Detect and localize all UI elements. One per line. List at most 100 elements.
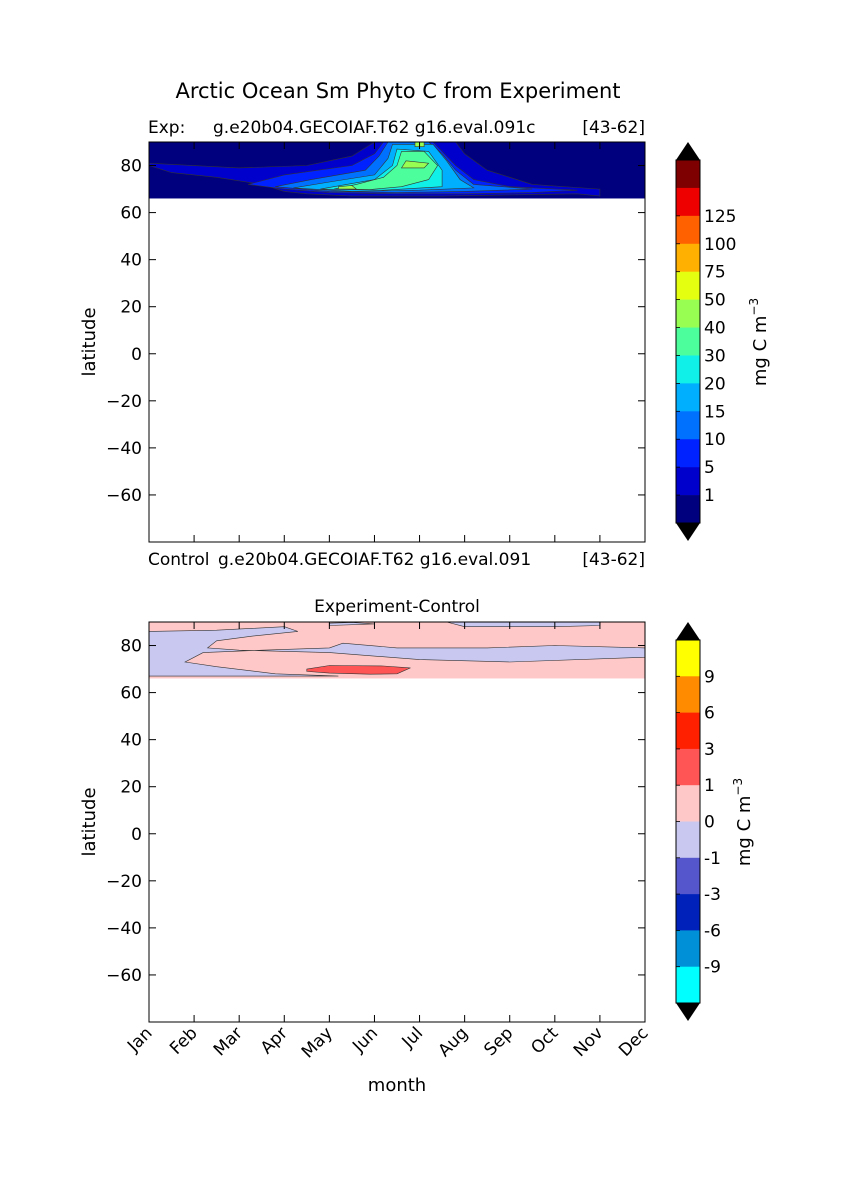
y-tick-label: 80 — [120, 637, 142, 657]
colorbar-tick-label: 0 — [704, 813, 715, 833]
colorbar-tick-label: 5 — [704, 458, 715, 478]
colorbar-tick-label: 1 — [704, 776, 715, 796]
colorbar-segment — [676, 215, 700, 245]
y-tick-label: −40 — [106, 919, 142, 939]
y-tick-label: 40 — [120, 251, 142, 271]
colorbar-tick-label: 75 — [704, 263, 726, 283]
colorbar-tick-label: -1 — [704, 849, 721, 869]
colorbar-segment — [676, 712, 700, 750]
y-tick-label: 60 — [120, 204, 142, 224]
colorbar-segment — [676, 467, 700, 496]
colorbar-segment — [676, 299, 700, 328]
colorbar-segment — [676, 857, 700, 895]
panel1-label-center: g.e20b04.GECOIAF.T62 g16.eval.091c — [213, 118, 535, 138]
colorbar-segment — [676, 894, 700, 931]
colorbar-tick-label: 50 — [704, 291, 726, 311]
colorbar-segment — [676, 411, 700, 440]
y-tick-label: 80 — [120, 157, 142, 177]
plot-frame — [148, 141, 646, 543]
figure-title: Arctic Ocean Sm Phyto C from Experiment — [175, 79, 620, 103]
contour-region — [306, 665, 411, 675]
colorbar-tick-label: 9 — [704, 667, 715, 687]
x-tick-label: Sep — [480, 1023, 517, 1060]
colorbar-segment — [676, 966, 700, 1004]
x-tick-label: Nov — [570, 1023, 608, 1061]
y-tick-label: 0 — [131, 825, 142, 845]
contour-region — [400, 160, 430, 169]
colorbar-tick-label: 15 — [704, 402, 726, 422]
colorbar-tick-label: 6 — [704, 704, 715, 724]
panel2-xlabel: month — [368, 1075, 426, 1096]
y-tick-label: −20 — [106, 872, 142, 892]
colorbar-frame — [675, 159, 701, 524]
panel1-label-right: [43-62] — [582, 118, 645, 138]
x-tick-label: Mar — [210, 1023, 247, 1060]
colorbar-segment — [676, 383, 700, 412]
x-tick-label: Aug — [435, 1023, 473, 1061]
colorbar-extend-max — [676, 142, 700, 160]
colorbar-extend-min — [676, 1003, 700, 1021]
plot-background — [149, 142, 645, 542]
colorbar-segment — [676, 821, 700, 859]
y-tick-label: 40 — [120, 731, 142, 751]
colorbar-tick-label: 20 — [704, 374, 726, 394]
y-tick-label: −60 — [106, 966, 142, 986]
y-tick-label: 20 — [120, 298, 142, 318]
x-tick-label: Jan — [123, 1023, 156, 1056]
x-tick-label: Jul — [398, 1023, 427, 1052]
x-tick-label: Dec — [615, 1023, 652, 1060]
x-tick-label: Jun — [348, 1023, 382, 1057]
panel2-ylabel: latitude — [79, 787, 100, 856]
panel2-label-left: Control — [148, 550, 209, 570]
colorbar-segment — [676, 243, 700, 272]
x-tick-label: May — [298, 1023, 337, 1062]
colorbar-segment — [676, 640, 700, 677]
contour-region — [148, 626, 646, 677]
panel2-colorbar: 9 6 3 1 0 -1 -3 -6 -9 — [675, 622, 721, 1021]
x-tick-label: Apr — [257, 1023, 292, 1058]
colorbar-segment — [676, 495, 700, 524]
colorbar-tick-label: 40 — [704, 319, 726, 339]
colorbar-tick-label: 100 — [704, 235, 736, 255]
colorbar-segment — [676, 327, 700, 356]
plot-frame — [148, 621, 646, 1023]
panel1-axes: 80 60 40 20 0 −20 −40 −60 — [106, 141, 646, 543]
panel1-cbar-label: mg C m−3 — [747, 298, 771, 386]
colorbar-tick-label: -3 — [704, 885, 721, 905]
colorbar-tick-label: 125 — [704, 207, 736, 227]
y-tick-label: 0 — [131, 345, 142, 365]
panel1-ylabel: latitude — [79, 307, 100, 376]
panel-difference: Control g.e20b04.GECOIAF.T62 g16.eval.09… — [79, 550, 755, 1096]
panel2-cbar-label: mg C m−3 — [731, 778, 755, 866]
colorbar-tick-label: 30 — [704, 346, 726, 366]
colorbar-tick-label: -6 — [704, 921, 721, 941]
colorbar-tick-label: -9 — [704, 958, 721, 978]
contour-region — [333, 151, 438, 190]
colorbar-extend-min — [676, 523, 700, 541]
y-tick-label: −40 — [106, 439, 142, 459]
colorbar-segment — [676, 355, 700, 384]
y-tick-label: 20 — [120, 778, 142, 798]
colorbar-segment — [676, 271, 700, 300]
colorbar-tick-label: 1 — [704, 486, 715, 506]
panel1-plot-area — [148, 141, 645, 542]
y-tick-label: 60 — [120, 684, 142, 704]
plot-background — [149, 622, 645, 1022]
y-tick-label: −20 — [106, 392, 142, 412]
colorbar-tick-label: 10 — [704, 430, 726, 450]
colorbar-segment — [676, 676, 700, 713]
y-tick-label: −60 — [106, 486, 142, 506]
colorbar-segment — [676, 930, 700, 967]
colorbar-tick-label: 3 — [704, 740, 715, 760]
panel2-plot-area — [148, 621, 646, 1022]
contour-region — [446, 621, 601, 628]
contour-region — [338, 185, 358, 190]
colorbar-segment — [676, 160, 700, 189]
colorbar-extend-max — [676, 622, 700, 640]
colorbar-segment — [676, 785, 700, 822]
panel2-label-right: [43-62] — [582, 550, 645, 570]
colorbar-segment — [676, 439, 700, 468]
x-tick-label: Feb — [166, 1023, 201, 1058]
